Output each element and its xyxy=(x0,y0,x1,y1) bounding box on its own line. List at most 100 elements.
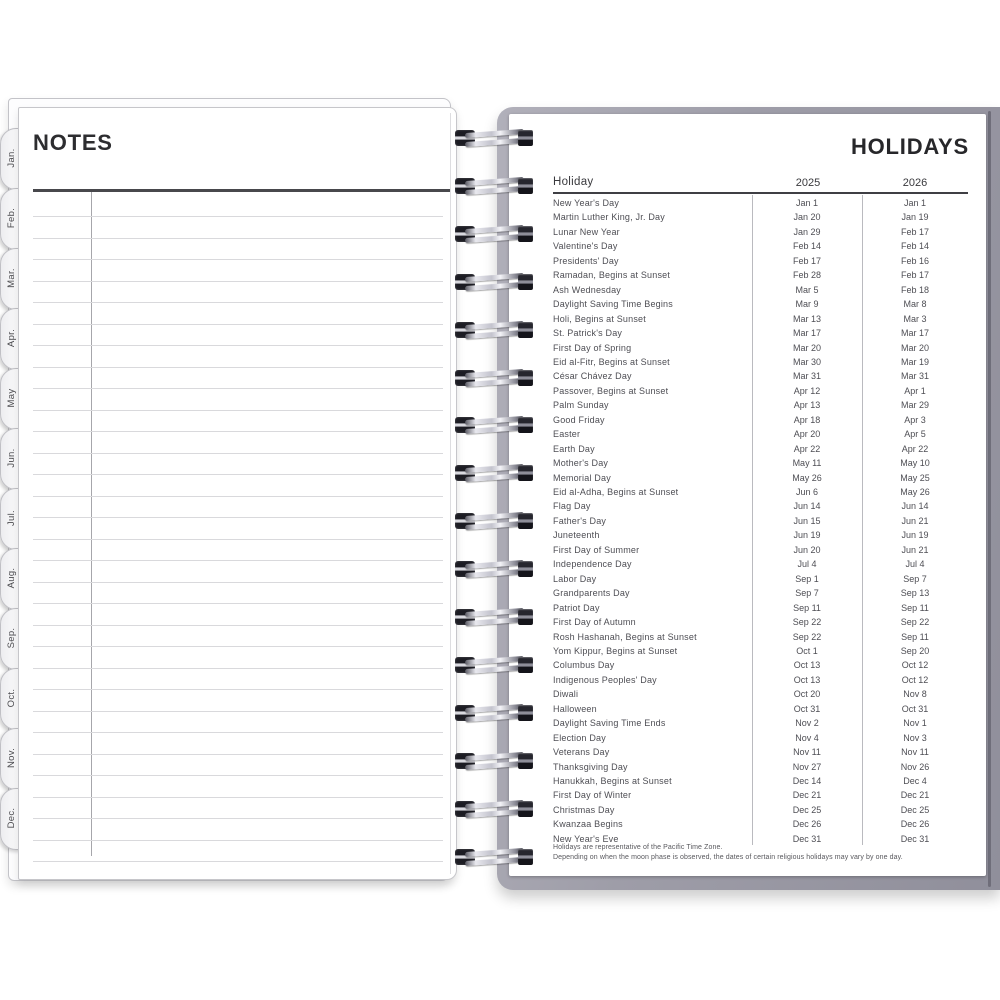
date-2025: Nov 2 xyxy=(795,718,819,729)
note-rule xyxy=(33,861,443,862)
note-rule xyxy=(33,366,443,368)
holiday-row: Christmas Day Dec 25 Dec 25 xyxy=(509,803,986,817)
holiday-row: Valentine's Day Feb 14 Feb 14 xyxy=(509,239,986,253)
loop-end-right xyxy=(518,273,533,290)
note-rule xyxy=(33,345,443,346)
date-2026: Jul 4 xyxy=(905,559,925,570)
date-2025: Feb 14 xyxy=(792,241,822,252)
date-2026: Mar 19 xyxy=(900,356,929,367)
date-2026: Nov 8 xyxy=(903,689,927,700)
holiday-row: Flag Day Jun 14 Jun 14 xyxy=(509,499,986,513)
date-2026: Mar 17 xyxy=(900,328,929,339)
holiday-name: Eid al-Fitr, Begins at Sunset xyxy=(553,356,670,367)
note-rule xyxy=(33,839,443,841)
date-2025: Apr 13 xyxy=(793,400,821,411)
column-divider-1 xyxy=(752,195,753,845)
date-2026: May 10 xyxy=(900,458,930,469)
note-rule xyxy=(33,302,443,303)
holiday-row: Passover, Begins at Sunset Apr 12 Apr 1 xyxy=(509,384,986,398)
holiday-row: Easter Apr 20 Apr 5 xyxy=(509,427,986,441)
date-2026: May 26 xyxy=(900,487,930,497)
date-2026: Oct 12 xyxy=(901,660,929,671)
date-2026: Dec 26 xyxy=(900,819,930,830)
holiday-name: Passover, Begins at Sunset xyxy=(553,385,669,396)
loop-end-right xyxy=(518,848,533,865)
date-2026: Jun 14 xyxy=(901,501,929,512)
date-2025: Feb 17 xyxy=(792,255,822,266)
date-2025: Jun 14 xyxy=(793,501,821,512)
date-2025: Mar 30 xyxy=(792,356,821,367)
note-rule xyxy=(33,818,443,819)
loop-end-right xyxy=(518,321,533,338)
date-2026: Oct 31 xyxy=(901,703,929,714)
holiday-name: Ramadan, Begins at Sunset xyxy=(553,270,671,281)
binding-loop xyxy=(455,655,533,677)
holiday-row: Juneteenth Jun 19 Jun 19 xyxy=(509,528,986,542)
holidays-page-title: HOLIDAYS xyxy=(850,134,969,159)
note-rule xyxy=(33,796,443,798)
date-2026: Sep 13 xyxy=(900,588,930,599)
date-2026: Nov 3 xyxy=(903,732,927,743)
holiday-name: Good Friday xyxy=(553,414,605,425)
holiday-row: First Day of Summer Jun 20 Jun 21 xyxy=(509,543,986,557)
date-2025: Dec 25 xyxy=(792,804,822,815)
holiday-row: Martin Luther King, Jr. Day Jan 20 Jan 19 xyxy=(509,210,986,224)
holiday-name: Daylight Saving Time Begins xyxy=(553,299,673,310)
date-2025: Jun 6 xyxy=(795,487,819,497)
holiday-row: Palm Sunday Apr 13 Mar 29 xyxy=(509,398,986,412)
binding-loop xyxy=(455,751,533,773)
holidays-page: HOLIDAYS Holiday 2025 2026 New Year's Da… xyxy=(509,114,986,876)
holiday-row: Hanukkah, Begins at Sunset Dec 14 Dec 4 xyxy=(509,774,986,788)
holiday-name: Labor Day xyxy=(553,573,597,584)
binding-loop xyxy=(455,703,533,725)
binding-loop xyxy=(455,415,533,437)
footnotes: Holidays are representative of the Pacif… xyxy=(553,843,903,862)
holiday-name: Palm Sunday xyxy=(553,400,609,411)
date-2025: Feb 28 xyxy=(792,270,822,281)
holiday-row: First Day of Autumn Sep 22 Sep 22 xyxy=(509,615,986,629)
note-rule xyxy=(33,259,443,260)
holiday-row: Patriot Day Sep 11 Sep 11 xyxy=(509,601,986,615)
holiday-name: Holi, Begins at Sunset xyxy=(553,313,646,324)
holiday-name: Christmas Day xyxy=(553,804,615,815)
date-2025: Dec 21 xyxy=(792,790,822,801)
holiday-row: Mother's Day May 11 May 10 xyxy=(509,456,986,470)
binding-loop xyxy=(455,224,533,246)
note-rule xyxy=(33,280,443,282)
holiday-row: Grandparents Day Sep 7 Sep 13 xyxy=(509,586,986,600)
holiday-name: Kwanzaa Begins xyxy=(553,819,623,830)
date-2025: Jan 20 xyxy=(793,212,821,223)
holiday-row: Rosh Hashanah, Begins at Sunset Sep 22 Sep… xyxy=(509,630,986,644)
column-header-2026: 2026 xyxy=(902,177,928,189)
date-2026: Apr 1 xyxy=(904,385,926,396)
holiday-row: Lunar New Year Jan 29 Feb 17 xyxy=(509,225,986,239)
date-2026: Oct 12 xyxy=(901,674,929,685)
date-2026: Sep 22 xyxy=(900,617,930,628)
holiday-name: Patriot Day xyxy=(553,602,600,613)
holiday-name: St. Patrick's Day xyxy=(553,328,623,339)
loop-end-right xyxy=(518,513,533,530)
date-2026: Nov 26 xyxy=(900,761,930,772)
date-2026: Feb 17 xyxy=(900,270,930,281)
holiday-name: New Year's Eve xyxy=(553,833,619,844)
holiday-row: Daylight Saving Time Ends Nov 2 Nov 1 xyxy=(509,716,986,730)
holiday-row: Election Day Nov 4 Nov 3 xyxy=(509,731,986,745)
date-2026: Dec 31 xyxy=(900,833,930,844)
holiday-name: Rosh Hashanah, Begins at Sunset xyxy=(553,631,697,642)
holiday-row: Father's Day Jun 15 Jun 21 xyxy=(509,514,986,528)
date-2025: Jun 20 xyxy=(793,544,821,555)
holiday-name: Valentine's Day xyxy=(553,241,618,252)
date-2026: Jan 1 xyxy=(903,198,927,208)
date-2025: Mar 9 xyxy=(795,299,819,310)
note-rule xyxy=(33,517,443,518)
holiday-row: Memorial Day May 26 May 25 xyxy=(509,471,986,485)
date-2026: Jan 19 xyxy=(901,212,929,223)
date-2026: Feb 17 xyxy=(900,226,930,237)
note-rule xyxy=(33,538,443,540)
date-2025: Oct 1 xyxy=(796,645,818,656)
holiday-row: Good Friday Apr 18 Apr 3 xyxy=(509,413,986,427)
loop-end-right xyxy=(518,704,533,721)
note-rule xyxy=(33,323,443,325)
note-rule xyxy=(33,452,443,454)
